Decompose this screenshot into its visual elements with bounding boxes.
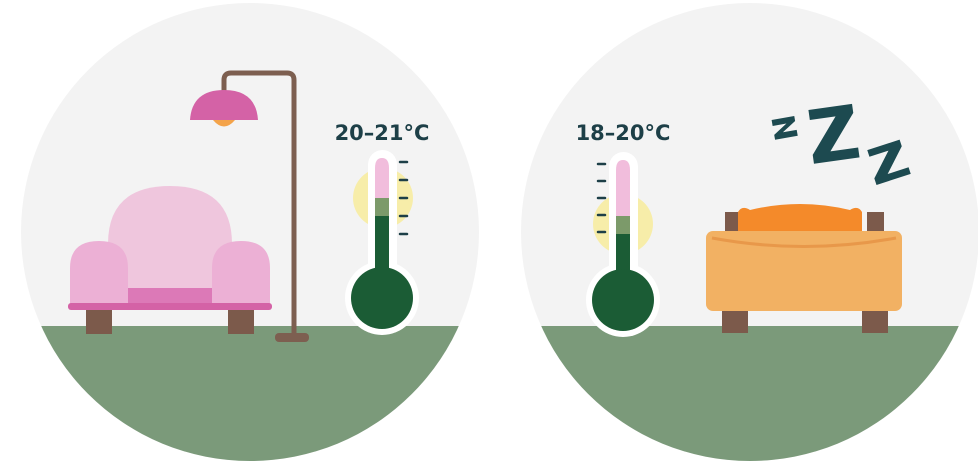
living-room-scene: 20–21°C xyxy=(21,3,479,461)
thermometer-icon xyxy=(586,152,660,337)
armchair-icon xyxy=(68,186,272,334)
bedroom-temperature: 18–20°C xyxy=(576,121,671,145)
living-room-temperature: 20–21°C xyxy=(335,121,430,145)
thermometer-icon xyxy=(345,150,419,335)
floor-lamp-icon xyxy=(190,70,309,342)
zzz-icon xyxy=(771,103,911,185)
living-room-floor xyxy=(21,326,479,461)
bed-icon xyxy=(706,204,902,333)
bedroom-floor xyxy=(521,326,978,461)
bedroom-scene: 18–20°C xyxy=(521,3,978,461)
